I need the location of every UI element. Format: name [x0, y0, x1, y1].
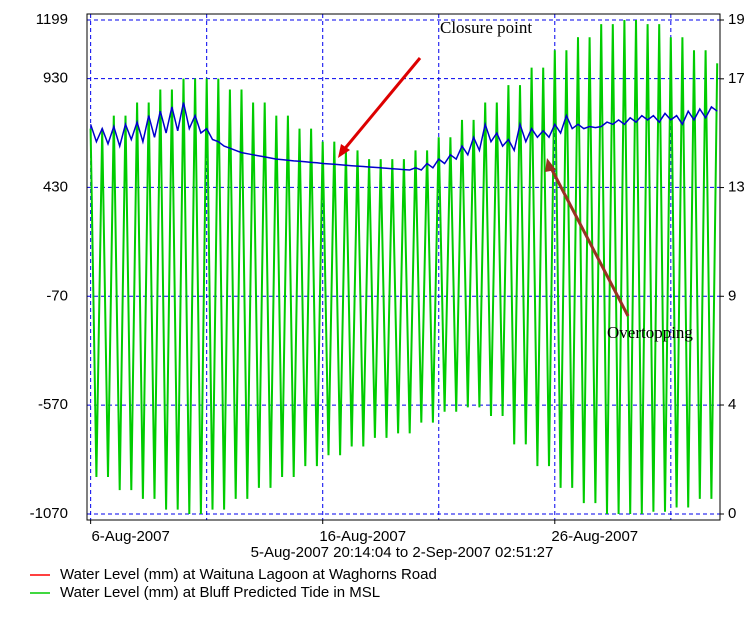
y-tick-label: 430: [43, 178, 68, 195]
y2-tick-label: 9: [728, 287, 736, 304]
y-tick-label: -70: [46, 287, 68, 304]
y2-tick-label: 17: [728, 70, 745, 87]
arrow: [340, 57, 422, 153]
legend-label: Water Level (mm) at Bluff Predicted Tide…: [60, 584, 380, 601]
series-line: [89, 19, 719, 515]
data: [89, 19, 719, 515]
y2-tick-label: 4: [728, 396, 736, 413]
y-tick-label: -1070: [30, 505, 68, 522]
annotation: Closure point: [440, 18, 532, 37]
plot-frame: [86, 13, 721, 521]
series-line: [89, 102, 718, 171]
x-axis-label: 5-Aug-2007 20:14:04 to 2-Sep-2007 02:51:…: [251, 544, 554, 561]
x-tick-label: 6-Aug-2007: [91, 528, 169, 545]
arrow: [548, 165, 630, 317]
y2-tick-label: 13: [728, 179, 745, 196]
arrow-head: [338, 144, 350, 158]
x-tick-label: 16-Aug-2007: [319, 528, 406, 545]
y-tick-label: 1199: [36, 11, 68, 28]
y2-tick-label: 19: [728, 11, 745, 28]
y2-tick-label: 0: [728, 505, 736, 522]
annotation: Overtopping: [607, 323, 693, 342]
y-tick-label: -570: [38, 396, 68, 413]
x-tick-label: 26-Aug-2007: [551, 528, 638, 545]
arrow-head: [545, 158, 556, 172]
legend-label: Water Level (mm) at Waituna Lagoon at Wa…: [60, 566, 437, 583]
y-tick-label: 930: [43, 70, 68, 87]
